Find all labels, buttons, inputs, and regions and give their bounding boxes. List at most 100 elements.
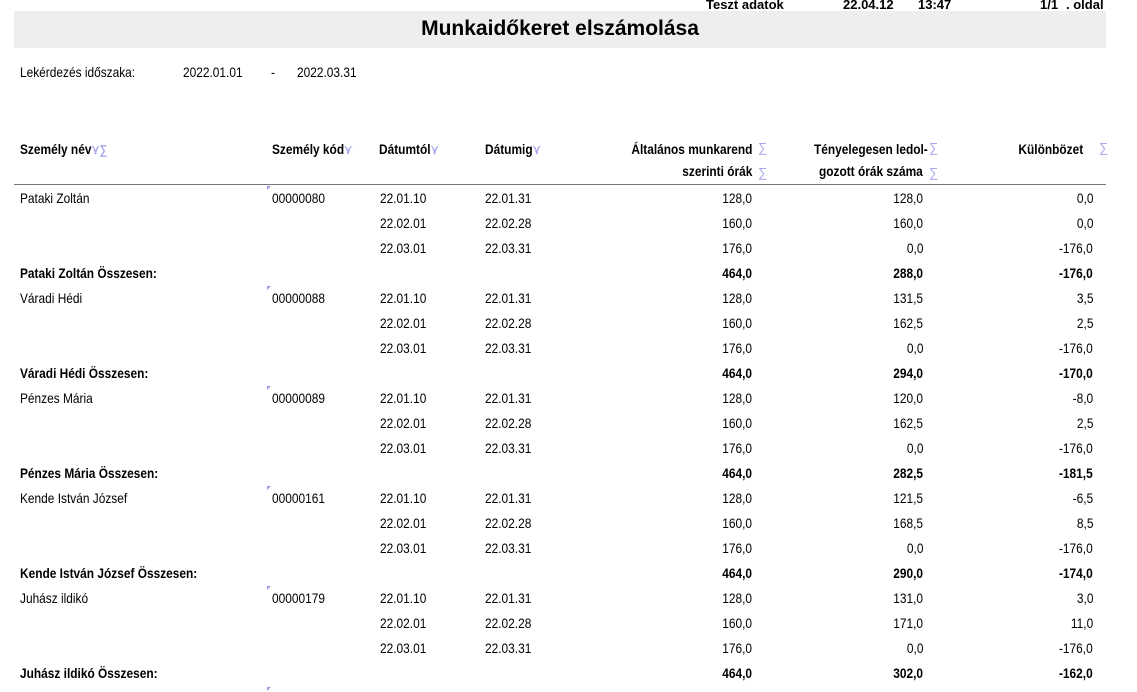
total-row: Kende István József Összesen: 464,0 290,0 -… bbox=[0, 561, 1137, 586]
filter-icon[interactable]: ⋎ bbox=[344, 142, 353, 157]
table-row: 22.03.01 22.03.31 176,0 0,0 -176,0 bbox=[0, 336, 1137, 361]
date-from: 22.02.01 bbox=[380, 615, 427, 631]
total-difference: -181,5 bbox=[1059, 465, 1093, 481]
total-row: Juhász ildikó Összesen: 464,0 302,0 -162,0 bbox=[0, 661, 1137, 686]
actual-hours: 131,0 bbox=[893, 590, 923, 606]
difference: -6,5 bbox=[1072, 490, 1093, 506]
general-hours: 176,0 bbox=[722, 340, 752, 356]
actual-hours: 160,0 bbox=[893, 215, 923, 231]
header-label: Személy kód bbox=[272, 141, 345, 157]
filter-icon[interactable]: ⋎ bbox=[91, 142, 100, 157]
date-from: 22.03.01 bbox=[380, 340, 427, 356]
actual-hours: 0,0 bbox=[906, 540, 923, 556]
actual-hours: 131,5 bbox=[893, 290, 923, 306]
total-label: Váradi Hédi Összesen: bbox=[20, 365, 149, 381]
date-to: 22.01.31 bbox=[485, 290, 532, 306]
date-to: 22.01.31 bbox=[485, 490, 532, 506]
actual-hours: 128,0 bbox=[893, 190, 923, 206]
table-row: 22.03.01 22.03.31 176,0 0,0 -176,0 bbox=[0, 636, 1137, 661]
date-to: 22.02.28 bbox=[485, 315, 532, 331]
date-from: 22.02.01 bbox=[380, 515, 427, 531]
table-row: 22.02.01 22.02.28 160,0 171,0 11,0 bbox=[0, 611, 1137, 636]
date-to: 22.02.28 bbox=[485, 415, 532, 431]
difference: -176,0 bbox=[1059, 240, 1093, 256]
header-label: Tényelegesen ledol- bbox=[814, 141, 928, 157]
table-row: 22.02.01 22.02.28 160,0 168,5 8,5 bbox=[0, 511, 1137, 536]
date-to: 22.01.31 bbox=[485, 590, 532, 606]
column-header-to[interactable]: Dátumig⋎ bbox=[485, 141, 541, 158]
person-code: 00000089 bbox=[272, 390, 325, 406]
date-from: 22.02.01 bbox=[380, 315, 427, 331]
date-to: 22.01.31 bbox=[485, 390, 532, 406]
date-to: 22.02.28 bbox=[485, 615, 532, 631]
actual-hours: 0,0 bbox=[906, 640, 923, 656]
column-header-general: Általános munkarend szerinti órák bbox=[631, 141, 752, 185]
sigma-icon[interactable]: ∑ bbox=[758, 165, 768, 180]
page-header-strip: Teszt adatok 22.04.12 13:47 1/1 . oldal bbox=[0, 0, 1137, 12]
page-label: . oldal bbox=[1066, 0, 1104, 12]
total-general: 464,0 bbox=[722, 565, 752, 581]
table-row: 22.02.01 22.02.28 160,0 160,0 0,0 bbox=[0, 211, 1137, 236]
filter-icon[interactable]: ⋎ bbox=[430, 142, 439, 157]
date-to: 22.02.28 bbox=[485, 215, 532, 231]
difference: 2,5 bbox=[1076, 415, 1093, 431]
date-from: 22.01.10 bbox=[380, 590, 427, 606]
general-hours: 176,0 bbox=[722, 240, 752, 256]
header-label: gozott órák száma bbox=[818, 163, 923, 179]
sigma-icon[interactable]: ∑ bbox=[929, 140, 939, 155]
date-to: 22.03.31 bbox=[485, 340, 532, 356]
general-hours: 128,0 bbox=[722, 590, 752, 606]
sigma-icon[interactable]: ∑ bbox=[99, 142, 108, 157]
person-name: Kende István József bbox=[20, 490, 128, 506]
general-hours: 176,0 bbox=[722, 440, 752, 456]
comment-marker bbox=[267, 687, 271, 691]
difference: 3,0 bbox=[1076, 590, 1093, 606]
column-header-from[interactable]: Dátumtól⋎ bbox=[379, 141, 439, 158]
difference: -176,0 bbox=[1059, 440, 1093, 456]
general-hours: 176,0 bbox=[722, 640, 752, 656]
total-row: Váradi Hédi Összesen: 464,0 294,0 -170,0 bbox=[0, 361, 1137, 386]
total-label: Pataki Zoltán Összesen: bbox=[20, 265, 157, 281]
comment-marker bbox=[267, 586, 271, 590]
table-row: Pataki Zoltán 00000080 22.01.10 22.01.31 128… bbox=[0, 186, 1137, 211]
header-label: Dátumig bbox=[485, 141, 533, 157]
general-hours: 160,0 bbox=[722, 215, 752, 231]
sigma-icon[interactable]: ∑ bbox=[929, 165, 939, 180]
date-from: 22.01.10 bbox=[380, 390, 427, 406]
date-to: 22.03.31 bbox=[485, 240, 532, 256]
comment-marker bbox=[267, 286, 271, 290]
column-header-name[interactable]: Személy név⋎∑ bbox=[20, 141, 107, 158]
general-hours: 128,0 bbox=[722, 490, 752, 506]
date-from: 22.03.01 bbox=[380, 240, 427, 256]
column-header-diff: Különbözet bbox=[1018, 141, 1083, 157]
person-name: Váradi Hédi bbox=[20, 290, 83, 306]
actual-hours: 171,0 bbox=[893, 615, 923, 631]
column-header-code[interactable]: Személy kód⋎ bbox=[272, 141, 352, 158]
difference: 0,0 bbox=[1076, 215, 1093, 231]
person-name: Pataki Zoltán bbox=[20, 190, 90, 206]
table-row: 22.02.01 22.02.28 160,0 162,5 2,5 bbox=[0, 411, 1137, 436]
general-hours: 128,0 bbox=[722, 190, 752, 206]
difference: -176,0 bbox=[1059, 340, 1093, 356]
table-row: 22.02.01 22.02.28 160,0 162,5 2,5 bbox=[0, 311, 1137, 336]
difference: 11,0 bbox=[1070, 615, 1093, 631]
total-difference: -170,0 bbox=[1059, 365, 1093, 381]
table-row: Juhász ildikó 00000179 22.01.10 22.01.31 128… bbox=[0, 586, 1137, 611]
date-to: 22.02.28 bbox=[485, 515, 532, 531]
difference: -8,0 bbox=[1072, 390, 1093, 406]
total-row: Pataki Zoltán Összesen: 464,0 288,0 -176,0 bbox=[0, 261, 1137, 286]
comment-marker bbox=[267, 386, 271, 390]
date-from: 22.03.01 bbox=[380, 540, 427, 556]
sigma-icon[interactable]: ∑ bbox=[758, 140, 768, 155]
total-difference: -174,0 bbox=[1059, 565, 1093, 581]
difference: 3,5 bbox=[1076, 290, 1093, 306]
total-general: 464,0 bbox=[722, 265, 752, 281]
actual-hours: 120,0 bbox=[893, 390, 923, 406]
total-actual: 282,5 bbox=[893, 465, 923, 481]
sigma-icon[interactable]: ∑ bbox=[1099, 140, 1109, 155]
table-row: 22.03.01 22.03.31 176,0 0,0 -176,0 bbox=[0, 236, 1137, 261]
total-general: 464,0 bbox=[722, 665, 752, 681]
difference: -176,0 bbox=[1059, 640, 1093, 656]
filter-icon[interactable]: ⋎ bbox=[532, 142, 541, 157]
person-name: Pénzes Mária bbox=[20, 390, 93, 406]
